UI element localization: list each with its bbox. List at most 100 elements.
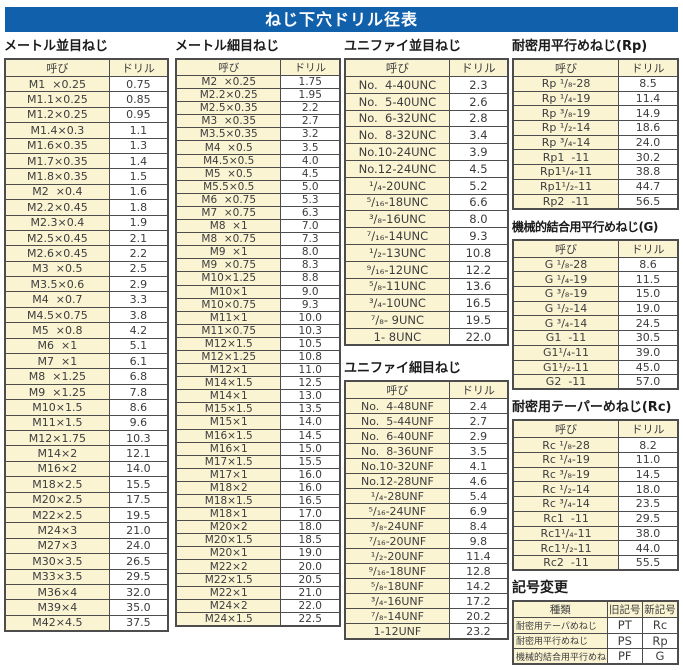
- thread-name-cell: M1.4×0.3: [4, 122, 110, 139]
- thread-name-cell: Rp1 -11: [512, 149, 620, 166]
- drill-value-cell: 1.6: [108, 183, 169, 201]
- thread-name-cell: M9 ×0.75: [175, 258, 282, 273]
- table-row: M2.2×0.25 1.95: [175, 88, 341, 103]
- drill-value-cell: 38.0: [618, 525, 679, 542]
- table-row: M20×1 19.0: [175, 546, 341, 561]
- table-row: M9 ×1 8.0: [175, 245, 341, 260]
- thread-name-cell: No.12-24UNC: [344, 159, 450, 178]
- drill-value-cell: 3.5: [280, 140, 341, 155]
- drill-value-cell: 2.6: [448, 92, 509, 111]
- table-row: No. 5-40UNC 2.6: [344, 92, 509, 111]
- thread-name-cell: M18×2: [175, 480, 282, 496]
- thread-name-cell: M22×2: [175, 559, 282, 574]
- column-header-name: 呼び: [512, 419, 620, 439]
- table-row: M4.5×0.5 4.0: [175, 153, 341, 168]
- table-row: M11×1 10.0: [175, 310, 341, 325]
- drill-value-cell: 18.6: [618, 120, 679, 136]
- table-row: 1- 8UNC 22.0: [344, 327, 509, 346]
- drill-value-cell: 0.95: [108, 106, 169, 124]
- drill-value-cell: G: [642, 648, 679, 665]
- table-row: M20×2.5 17.5: [4, 491, 169, 508]
- thread-name-cell: Rp1¹/₂-11: [512, 178, 620, 195]
- drill-value-cell: 29.5: [108, 568, 169, 585]
- thread-name-cell: M20×2.5: [4, 491, 110, 508]
- g-table: 呼び ドリル G ¹/₈-28 8.6 G ¹/₄-19 11.5 G ³/₈-19 15…: [512, 238, 679, 391]
- column-header-old-symbol: 旧記号: [606, 600, 644, 619]
- thread-name-cell: No. 6-40UNF: [344, 428, 450, 445]
- drill-value-cell: 9.8: [448, 533, 509, 550]
- table-row: 1-12UNF 23.2: [344, 623, 509, 640]
- table-row: M2.2×0.45 1.8: [4, 199, 169, 216]
- thread-name-cell: M20×1: [175, 546, 282, 561]
- drill-value-cell: 2.7: [448, 413, 509, 430]
- rp-table: 呼び ドリル Rp ¹/₈-28 8.5 Rp ¹/₄-19 11.4 Rp ³/₈-1…: [512, 58, 679, 210]
- drill-value-cell: 20.5: [280, 572, 341, 587]
- table-row: Rc ¹/₈-28 8.2: [512, 437, 679, 454]
- table-row: G ¹/₂-14 19.0: [512, 300, 679, 317]
- thread-name-cell: M16×1: [175, 441, 282, 456]
- thread-name-cell: Rc ¹/₂-14: [512, 481, 620, 498]
- table-row: M10×1 9.0: [175, 284, 341, 299]
- table-row: G ¹/₈-28 8.6: [512, 256, 679, 273]
- drill-value-cell: 2.5: [108, 260, 169, 278]
- table-row: Rc ¹/₄-19 11.0: [512, 452, 679, 468]
- thread-name-cell: Rp ¹/₂-14: [512, 120, 620, 136]
- column-header-name: 呼び: [344, 380, 450, 400]
- thread-name-cell: M12×1: [175, 363, 282, 378]
- drill-value-cell: 44.7: [618, 178, 679, 195]
- drill-value-cell: 5.3: [280, 192, 341, 207]
- drill-value-cell: 22.0: [448, 327, 509, 346]
- thread-name-cell: M4.5×0.75: [4, 306, 110, 324]
- drill-value-cell: 3.3: [108, 291, 169, 308]
- thread-name-cell: No. 5-44UNF: [344, 413, 450, 430]
- table-row: M2.5×0.45 2.1: [4, 229, 169, 247]
- thread-name-cell: ⁹/₁₆-12UNC: [344, 260, 450, 279]
- drill-value-cell: 4.6: [448, 473, 509, 490]
- drill-value-cell: 18.0: [280, 520, 341, 535]
- thread-name-cell: M42×4.5: [4, 614, 110, 632]
- thread-name-cell: M11×1: [175, 310, 282, 325]
- table-row: M11×0.75 10.3: [175, 323, 341, 338]
- table-row: No.12-28UNF 4.6: [344, 473, 509, 490]
- thread-name-cell: M11×0.75: [175, 323, 282, 338]
- table-row: M27×3 24.0: [4, 537, 169, 555]
- thread-name-cell: M18×2.5: [4, 476, 110, 493]
- drill-value-cell: 11.4: [618, 90, 679, 107]
- thread-name-cell: Rc ¹/₄-19: [512, 452, 620, 468]
- drill-value-cell: 21.0: [108, 522, 169, 539]
- section-title-g: 機械的結合用平行めねじ(G): [512, 219, 658, 234]
- thread-name-cell: M18×1: [175, 507, 282, 522]
- drill-value-cell: 4.2: [108, 322, 169, 339]
- thread-name-cell: M15×1.5: [175, 402, 282, 417]
- table-row: Rp ¹/₂-14 18.6: [512, 120, 679, 136]
- drill-value-cell: 45.0: [618, 359, 679, 376]
- drill-value-cell: 2.3: [448, 76, 509, 94]
- drill-value-cell: 4.5: [280, 166, 341, 181]
- table-row: M8 ×1.25 6.8: [4, 368, 169, 385]
- section-title-rp: 耐密用平行めねじ(Rp): [512, 39, 648, 54]
- table-row: M7 ×0.75 6.3: [175, 205, 341, 221]
- thread-name-cell: M36×4: [4, 583, 110, 601]
- table-row: M10×0.75 9.3: [175, 297, 341, 312]
- column-header-name: 呼び: [344, 58, 450, 77]
- column-header-name: 呼び: [175, 58, 282, 76]
- table-row: ³/₄-10UNC 16.5: [344, 294, 509, 313]
- thread-name-cell: M22×2.5: [4, 506, 110, 524]
- thread-name-cell: No. 4-48UNF: [344, 398, 450, 415]
- drill-value-cell: 22.0: [280, 598, 341, 613]
- drill-value-cell: 16.5: [448, 294, 509, 313]
- table-row: M3 ×0.35 2.7: [175, 114, 341, 129]
- table-row: Rc1¹/₄-11 38.0: [512, 525, 679, 542]
- table-row: M17×1.5 15.5: [175, 454, 341, 469]
- drill-value-cell: 44.0: [618, 540, 679, 556]
- thread-name-cell: Rp2 -11: [512, 193, 620, 210]
- drill-value-cell: 14.0: [108, 460, 169, 478]
- drill-value-cell: 16.0: [280, 480, 341, 496]
- drill-value-cell: Rp: [642, 632, 679, 650]
- thread-name-cell: M17×1: [175, 467, 282, 482]
- table-row: ¹/₂-13UNC 10.8: [344, 243, 509, 262]
- thread-name-cell: M16×1.5: [175, 428, 282, 443]
- drill-value-cell: 14.9: [618, 105, 679, 122]
- thread-name-cell: M4.5×0.5: [175, 153, 282, 168]
- column-header-name: 呼び: [512, 239, 620, 258]
